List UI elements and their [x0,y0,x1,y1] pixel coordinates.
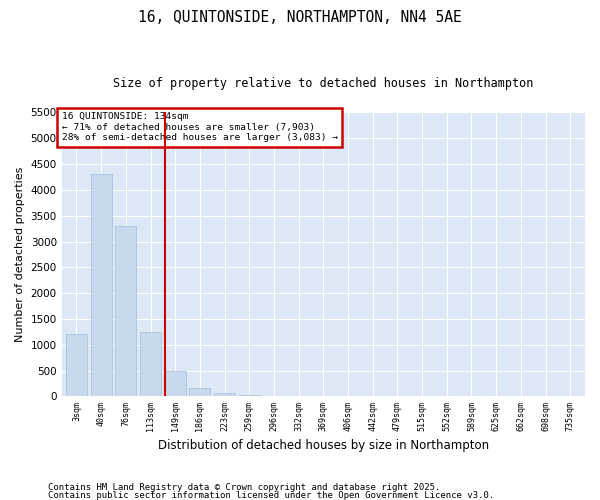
Text: Contains public sector information licensed under the Open Government Licence v3: Contains public sector information licen… [48,490,494,500]
Text: Contains HM Land Registry data © Crown copyright and database right 2025.: Contains HM Land Registry data © Crown c… [48,484,440,492]
Y-axis label: Number of detached properties: Number of detached properties [15,166,25,342]
X-axis label: Distribution of detached houses by size in Northampton: Distribution of detached houses by size … [158,440,489,452]
Bar [190,388,211,396]
Text: 16, QUINTONSIDE, NORTHAMPTON, NN4 5AE: 16, QUINTONSIDE, NORTHAMPTON, NN4 5AE [138,10,462,25]
Bar [66,334,87,396]
Bar [115,226,136,396]
Bar [214,393,235,396]
Bar [239,395,260,396]
Bar [140,332,161,396]
Bar [91,174,112,396]
Bar [165,371,186,396]
Title: Size of property relative to detached houses in Northampton: Size of property relative to detached ho… [113,78,533,90]
Text: 16 QUINTONSIDE: 134sqm
← 71% of detached houses are smaller (7,903)
28% of semi-: 16 QUINTONSIDE: 134sqm ← 71% of detached… [62,112,338,142]
